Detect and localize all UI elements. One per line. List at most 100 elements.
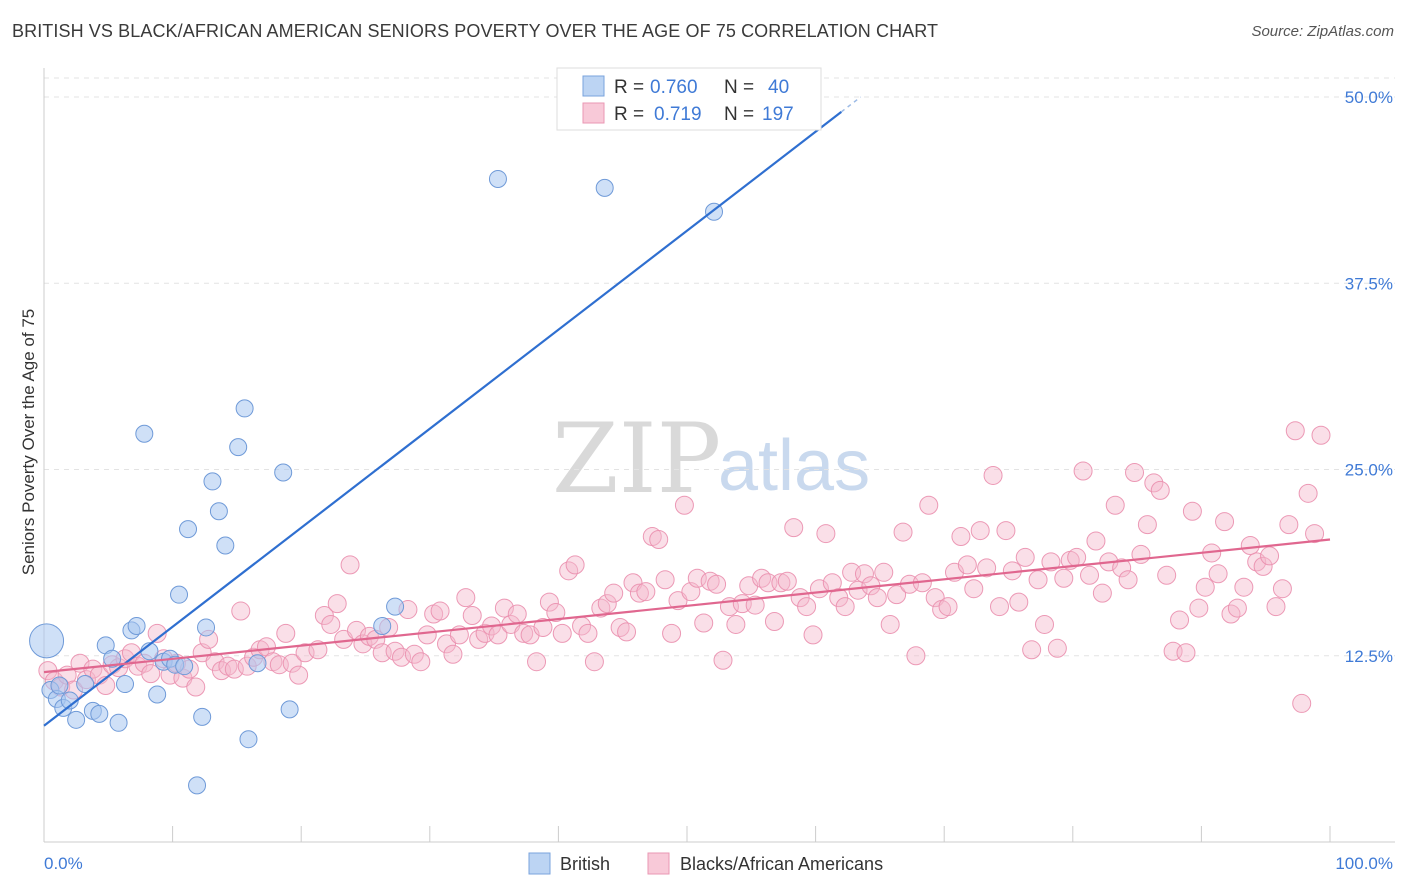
point-black (417, 625, 437, 645)
point-british (216, 536, 235, 555)
point-black (462, 606, 482, 626)
point-black (1118, 570, 1138, 590)
point-black (777, 571, 797, 591)
point-black (604, 583, 624, 603)
point-british (90, 704, 109, 723)
point-black (289, 665, 309, 685)
point-black (1092, 583, 1112, 603)
point-british (239, 730, 258, 749)
point-british (197, 618, 216, 637)
legend-british-n-value: 40 (768, 77, 789, 98)
point-british (235, 399, 254, 418)
point-black (694, 613, 714, 633)
point-black (951, 527, 971, 547)
point-british (179, 520, 198, 539)
point-british (274, 463, 293, 482)
point-black (835, 597, 855, 617)
point-black (784, 518, 804, 538)
watermark-atlas: atlas (718, 426, 870, 506)
point-black (584, 652, 604, 672)
point-black (854, 564, 874, 584)
point-british (248, 654, 267, 673)
y-tick-label: 50.0% (1345, 88, 1393, 107)
bottom-legend-british-swatch (528, 852, 551, 875)
point-black (707, 574, 727, 594)
point-black (1227, 598, 1247, 618)
point-black (1285, 421, 1305, 441)
series-british-points (29, 169, 724, 795)
point-black (552, 623, 572, 643)
point-black (1150, 480, 1170, 500)
point-black (456, 588, 476, 608)
y-tick-label: 25.0% (1345, 461, 1393, 480)
point-black (1047, 638, 1067, 658)
point-black (662, 623, 682, 643)
point-black (983, 465, 1003, 485)
point-black (141, 664, 161, 684)
point-black (687, 568, 707, 588)
point-british (170, 585, 189, 604)
point-black (996, 521, 1016, 541)
point-british (193, 707, 212, 726)
point-black (970, 521, 990, 541)
point-black (295, 643, 315, 663)
point-black (887, 585, 907, 605)
point-black (1170, 610, 1190, 630)
trend-line-british (43, 111, 842, 727)
point-black (1073, 461, 1093, 481)
point-black (392, 647, 412, 667)
point-black (867, 588, 887, 608)
point-black (938, 597, 958, 617)
point-black (629, 583, 649, 603)
point-black (1215, 512, 1235, 532)
point-black (147, 623, 167, 643)
legend-british-n-label: N = (724, 77, 754, 98)
point-british (175, 657, 194, 676)
point-british (127, 616, 146, 635)
point-british (76, 675, 95, 694)
point-black (617, 622, 637, 642)
point-black (964, 579, 984, 599)
source-label: Source: ZipAtlas.com (1251, 23, 1394, 40)
point-black (340, 555, 360, 575)
point-british (135, 424, 154, 443)
point-black (1125, 462, 1145, 482)
point-black (1253, 556, 1273, 576)
point-black (1067, 547, 1087, 567)
point-black (906, 646, 926, 666)
point-black (1195, 577, 1215, 597)
bottom-legend-black-swatch (647, 852, 670, 875)
bottom-legend-black-label: Blacks/African Americans (680, 854, 883, 874)
point-black (186, 677, 206, 697)
point-black (1144, 473, 1164, 493)
point-black (1260, 546, 1280, 566)
point-british (488, 169, 507, 188)
point-black (764, 611, 784, 631)
legend-black-r-value: 0.719 (654, 104, 702, 125)
point-black (1157, 565, 1177, 585)
point-black (321, 614, 341, 634)
point-black (655, 570, 675, 590)
point-black (527, 652, 547, 672)
point-black (919, 495, 939, 515)
point-black (649, 530, 669, 550)
point-british (67, 710, 86, 729)
point-black (745, 595, 765, 615)
point-black (327, 594, 347, 614)
point-british (103, 649, 122, 668)
point-black (578, 623, 598, 643)
point-black (797, 597, 817, 617)
point-british (229, 438, 248, 457)
bottom-legend-british-label: British (560, 854, 610, 874)
point-black (411, 652, 431, 672)
point-black (816, 524, 836, 544)
point-black (565, 555, 585, 575)
point-british (29, 623, 65, 659)
point-british (386, 597, 405, 616)
point-british (209, 502, 228, 521)
trend-line-black (43, 538, 1331, 674)
point-black (880, 614, 900, 634)
legend-bottom: British Blacks/African Americans (528, 852, 883, 875)
point-black (874, 562, 894, 582)
